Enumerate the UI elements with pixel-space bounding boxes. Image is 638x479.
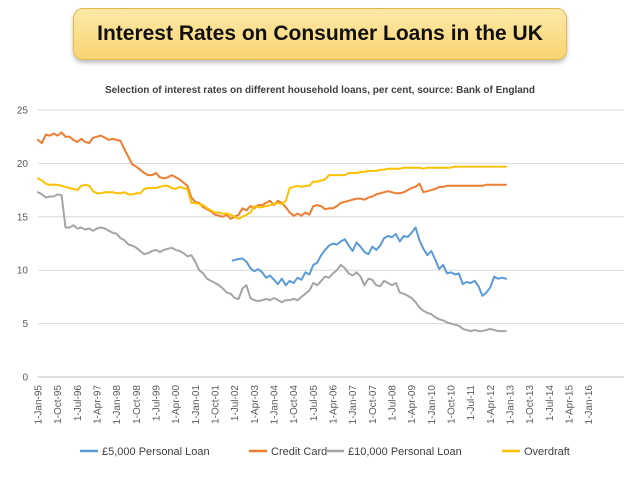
x-axis-ticks: 1-Jan-95 1-Oct-95 1-Jul-96 1-Apr-97 1-Jan-98… [34, 385, 596, 425]
x-tick-label: 1-Apr-06 [328, 385, 339, 424]
x-tick-label: 1-Oct-04 [289, 385, 300, 424]
y-tick-label: 10 [17, 266, 29, 277]
x-tick-label: 1-Apr-09 [407, 385, 418, 424]
x-tick-label: 1-Apr-15 [564, 385, 575, 424]
x-tick-label: 1-Jan-07 [348, 385, 359, 425]
title-banner: Interest Rates on Consumer Loans in the … [73, 8, 567, 60]
y-axis-ticks: 0 5 10 15 20 25 [17, 106, 29, 384]
y-tick-label: 20 [17, 159, 29, 170]
x-tick-label: 1-Apr-97 [92, 385, 103, 424]
legend-label: £10,000 Personal Loan [348, 446, 462, 458]
x-tick-label: 1-Oct-01 [210, 385, 221, 424]
x-tick-label: 1-Jan-10 [427, 385, 438, 425]
x-tick-label: 1-Apr-12 [486, 385, 497, 424]
series-line [231, 226, 507, 297]
legend: £5,000 Personal Loan Credit Card £10,000 P… [80, 446, 570, 458]
y-tick-label: 25 [17, 106, 29, 117]
x-tick-label: 1-Jan-01 [191, 385, 202, 425]
x-tick-label: 1-Jul-14 [545, 385, 556, 422]
series-lines [37, 131, 507, 333]
x-tick-label: 1-Apr-00 [171, 385, 182, 424]
x-tick-label: 1-Jan-16 [584, 385, 595, 425]
x-tick-label: 1-Jan-98 [112, 385, 123, 425]
legend-label: £5,000 Personal Loan [102, 446, 210, 458]
y-tick-label: 15 [17, 212, 29, 223]
page-title: Interest Rates on Consumer Loans in the … [97, 22, 543, 45]
chart-title: Selection of interest rates on different… [105, 85, 535, 96]
series-line [37, 191, 507, 333]
gridlines [38, 109, 624, 378]
x-tick-label: 1-Jan-13 [505, 385, 516, 425]
x-tick-label: 1-Jul-08 [387, 385, 398, 422]
x-tick-label: 1-Oct-13 [525, 385, 536, 424]
x-tick-label: 1-Jan-95 [34, 385, 45, 425]
x-tick-label: 1-Oct-98 [132, 385, 143, 424]
x-tick-label: 1-Jul-05 [309, 385, 320, 422]
series-line [37, 131, 507, 220]
x-tick-label: 1-Jul-11 [466, 385, 477, 421]
x-tick-label: 1-Apr-03 [250, 385, 261, 424]
x-tick-label: 1-Jul-96 [73, 385, 84, 422]
legend-label: Overdraft [524, 446, 570, 458]
x-tick-label: 1-Oct-10 [446, 385, 457, 424]
y-tick-label: 0 [22, 373, 28, 384]
x-tick-label: 1-Jul-99 [151, 385, 162, 422]
x-tick-label: 1-Jul-02 [230, 385, 241, 422]
y-tick-label: 5 [22, 319, 28, 330]
series-line [37, 165, 507, 220]
x-tick-label: 1-Jan-04 [269, 385, 280, 425]
x-tick-label: 1-Oct-95 [53, 385, 64, 424]
legend-label: Credit Card [271, 446, 327, 458]
x-tick-label: 1-Oct-07 [368, 385, 379, 424]
